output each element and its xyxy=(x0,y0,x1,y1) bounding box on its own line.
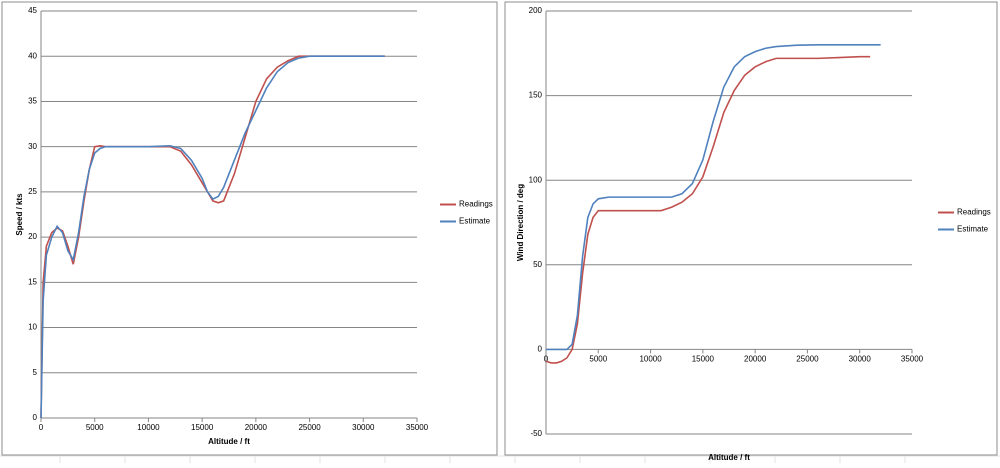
x-tick-label: 25000 xyxy=(796,355,819,364)
data-line xyxy=(545,55,871,364)
x-axis-label: Altitude / ft xyxy=(208,437,250,446)
y-axis-label: Wind Direction / deg xyxy=(516,184,525,261)
y-tick-label: 100 xyxy=(529,175,543,184)
data-line xyxy=(40,55,385,419)
x-tick-label: 25000 xyxy=(298,423,321,432)
x-tick-label: 10000 xyxy=(137,423,160,432)
x-tick-label: 35000 xyxy=(406,423,429,432)
y-axis-label: Speed / kts xyxy=(15,193,24,236)
x-tick-label: 30000 xyxy=(849,355,872,364)
y-tick-label: 45 xyxy=(28,6,37,15)
x-tick-label: 15000 xyxy=(191,423,214,432)
y-tick-label: 200 xyxy=(529,6,543,15)
x-tick-label: 20000 xyxy=(744,355,767,364)
data-line xyxy=(40,55,385,419)
legend-label: Readings xyxy=(459,200,493,209)
x-tick-label: 0 xyxy=(544,355,549,364)
chart-frame xyxy=(1,1,498,456)
y-tick-label: 25 xyxy=(28,187,37,196)
x-tick-label: 5000 xyxy=(86,423,104,432)
sheet-grid xyxy=(0,455,1000,463)
y-tick-label: 0 xyxy=(538,345,543,354)
legend-label: Estimate xyxy=(459,217,491,226)
y-tick-label: 15 xyxy=(28,277,37,286)
y-tick-label: 20 xyxy=(28,232,37,241)
x-tick-label: 30000 xyxy=(352,423,375,432)
y-tick-label: 5 xyxy=(33,368,38,377)
legend-label: Estimate xyxy=(957,225,989,234)
legend-label: Readings xyxy=(957,208,991,217)
x-tick-label: 15000 xyxy=(692,355,715,364)
x-tick-label: 35000 xyxy=(901,355,924,364)
x-tick-label: 10000 xyxy=(639,355,662,364)
y-tick-label: 40 xyxy=(28,51,37,60)
y-tick-label: 0 xyxy=(33,413,38,422)
y-tick-label: 50 xyxy=(533,260,542,269)
y-tick-label: 150 xyxy=(529,91,543,100)
x-tick-label: 20000 xyxy=(245,423,268,432)
data-line xyxy=(546,44,881,351)
y-tick-label: 30 xyxy=(28,142,37,151)
x-axis-label: Altitude / ft xyxy=(708,453,750,462)
y-tick-label: 35 xyxy=(28,97,37,106)
x-tick-label: 0 xyxy=(39,423,44,432)
x-tick-label: 5000 xyxy=(589,355,607,364)
y-tick-label: -50 xyxy=(530,429,542,438)
y-tick-label: 10 xyxy=(28,323,37,332)
